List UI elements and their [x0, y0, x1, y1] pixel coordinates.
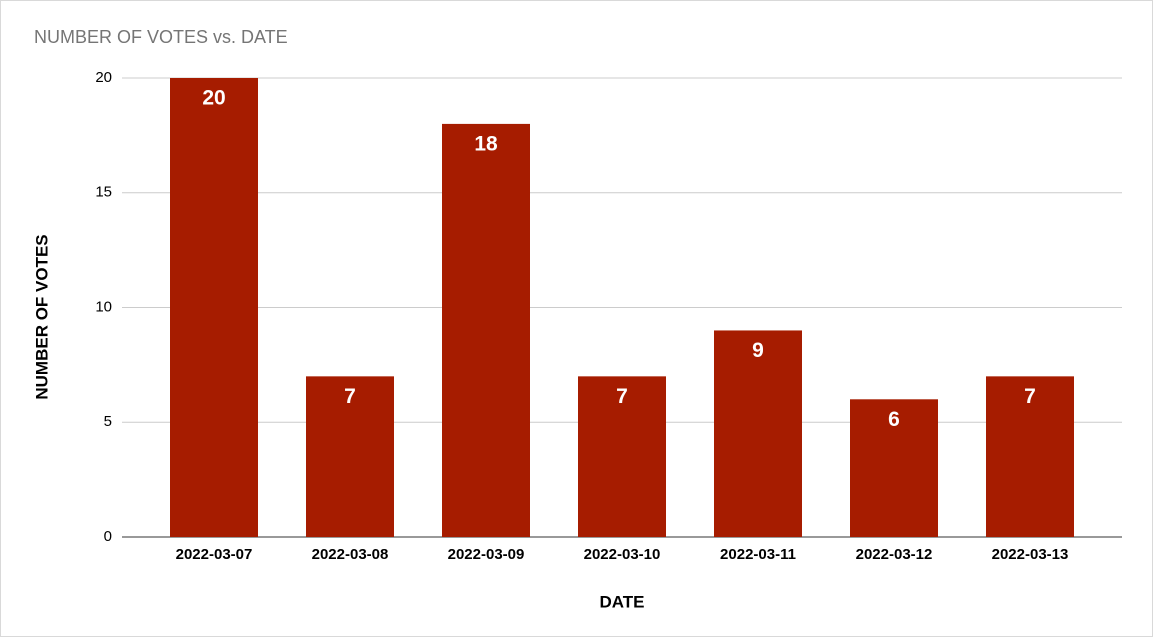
y-tick-label: 5: [104, 413, 112, 430]
y-axis-label: NUMBER OF VOTES: [32, 234, 51, 399]
x-tick-label: 2022-03-13: [992, 546, 1069, 563]
x-tick-label: 2022-03-10: [584, 546, 661, 563]
data-label: 20: [202, 87, 225, 110]
bar: [442, 123, 530, 538]
x-tick-label: 2022-03-09: [448, 546, 525, 563]
y-tick-label: 10: [95, 298, 112, 315]
bar: [306, 376, 394, 537]
bar: [850, 399, 938, 537]
data-label: 6: [888, 408, 900, 431]
bar: [714, 330, 802, 537]
data-label: 18: [474, 132, 498, 155]
chart-title: NUMBER OF VOTES vs. DATE: [34, 27, 288, 47]
x-tick-label: 2022-03-12: [856, 546, 933, 563]
y-tick-label: 15: [95, 184, 112, 201]
data-label: 7: [1024, 385, 1036, 408]
x-axis-label: DATE: [599, 592, 644, 611]
bar: [170, 78, 258, 537]
y-tick-label: 0: [104, 528, 112, 545]
x-tick-label: 2022-03-11: [720, 546, 796, 563]
data-label: 9: [752, 339, 764, 362]
x-tick-label: 2022-03-08: [312, 546, 389, 563]
x-tick-label: 2022-03-07: [176, 546, 253, 563]
y-tick-label: 20: [95, 69, 112, 86]
data-label: 7: [344, 385, 356, 408]
data-label: 7: [616, 385, 628, 408]
bar: [578, 376, 666, 537]
bar: [986, 376, 1074, 537]
